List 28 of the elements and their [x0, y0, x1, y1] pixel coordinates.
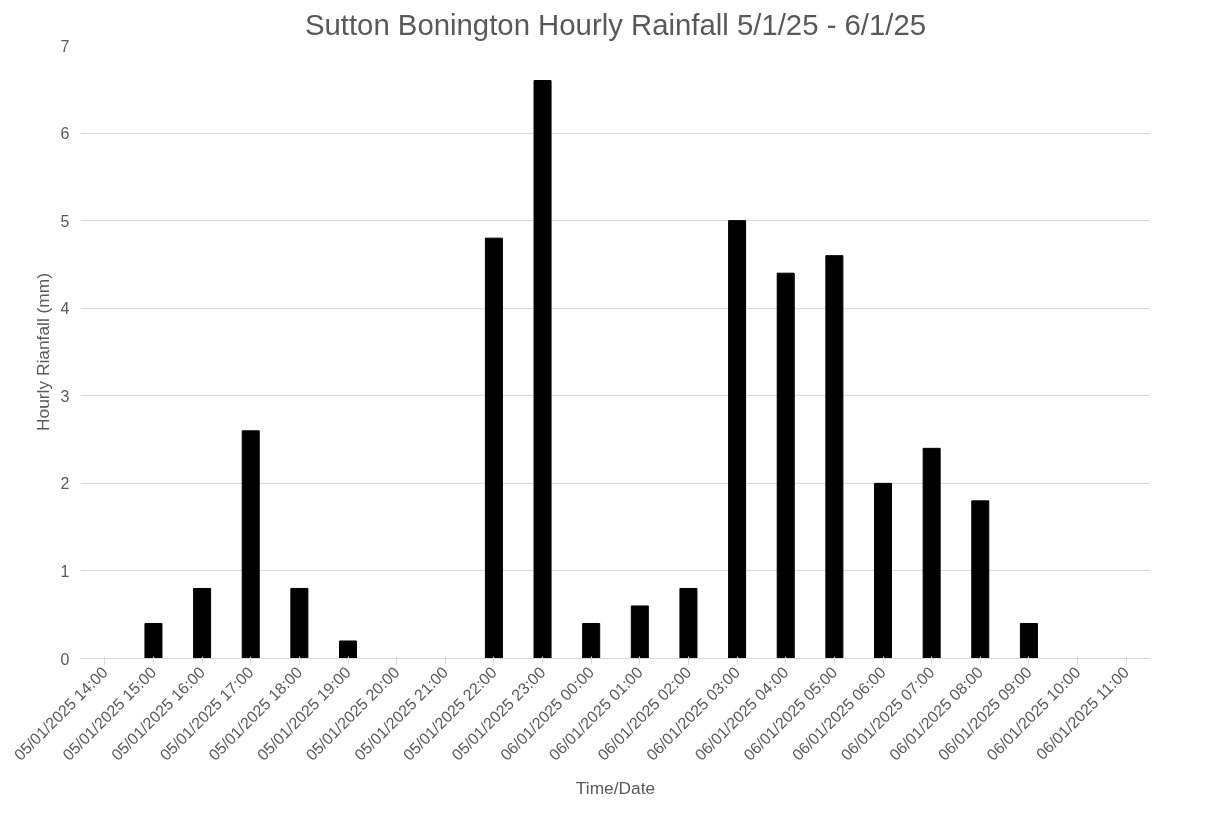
y-tick-label: 6: [60, 125, 70, 143]
y-tick-label: 1: [60, 562, 70, 580]
bar: [873, 482, 893, 659]
bar: [241, 430, 260, 659]
bar: [290, 587, 309, 659]
bar: [971, 500, 990, 659]
y-tick-label: 2: [60, 475, 70, 493]
y-axis-title: Hourly Rianfall (mm): [32, 273, 53, 431]
bar: [776, 272, 795, 659]
bar: [922, 447, 941, 659]
bar: [630, 605, 649, 659]
y-tick-label: 3: [60, 387, 70, 405]
bar: [1019, 622, 1038, 659]
bar: [825, 255, 844, 659]
bar: [582, 622, 601, 659]
bar: [484, 237, 503, 659]
y-tick-label: 5: [60, 212, 70, 230]
bar: [193, 587, 212, 659]
x-axis-title: Time/Date: [575, 777, 656, 798]
y-tick-label: 7: [60, 37, 70, 55]
chart-title: Sutton Bonington Hourly Rainfall 5/1/25 - 6/1/25: [304, 7, 927, 41]
bar: [679, 587, 698, 659]
y-tick-label: 0: [60, 650, 70, 668]
bar: [728, 220, 747, 659]
bar: [533, 80, 552, 659]
y-tick-label: 4: [60, 300, 70, 318]
bar: [144, 622, 163, 659]
bar: [338, 640, 358, 659]
